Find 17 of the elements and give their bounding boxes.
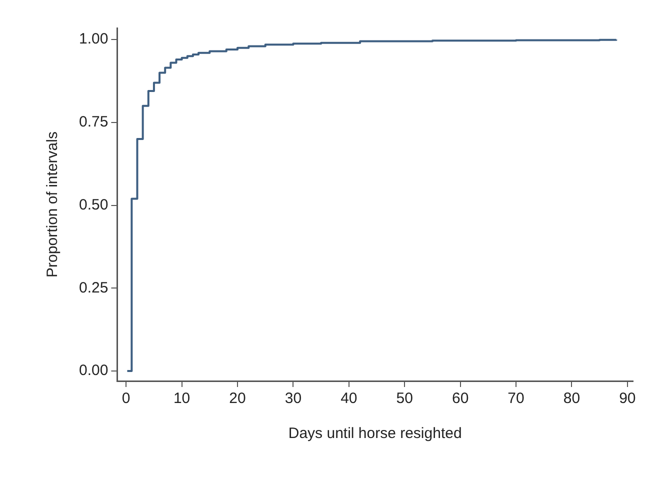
- y-tick-label: 0.00: [78, 362, 108, 380]
- x-tick-label: 90: [619, 390, 636, 408]
- x-tick-label: 50: [396, 390, 413, 408]
- x-tick-label: 30: [284, 390, 302, 408]
- x-tick-label: 20: [229, 390, 246, 408]
- y-tick-label: 0.75: [78, 114, 108, 131]
- x-tick-label: 80: [563, 390, 580, 408]
- y-axis-title: Proportion of intervals: [44, 132, 62, 278]
- x-tick-label: 70: [508, 390, 524, 408]
- y-tick-label: 1.00: [78, 30, 108, 48]
- x-tick-label: 10: [173, 390, 190, 408]
- x-axis-title: Days until horse resighted: [288, 425, 462, 442]
- x-tick-label: 60: [452, 390, 469, 408]
- x-tick-label: 40: [340, 390, 358, 408]
- x-tick-label: 0: [122, 390, 130, 408]
- y-tick-label: 0.25: [78, 279, 108, 296]
- y-tick-label: 0.50: [78, 196, 108, 214]
